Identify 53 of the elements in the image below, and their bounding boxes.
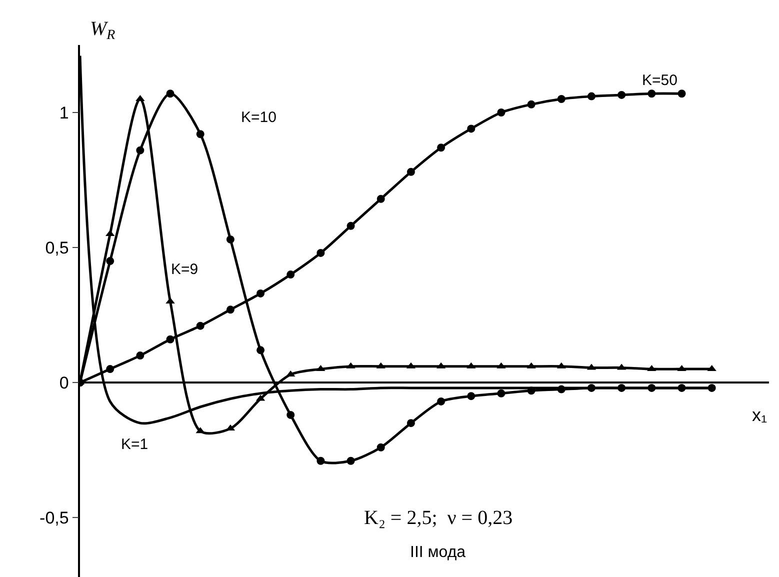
- y-tick-label: 0,5: [45, 238, 69, 258]
- point: [196, 130, 204, 138]
- point: [286, 270, 295, 279]
- point: [527, 100, 536, 108]
- point: [437, 397, 446, 406]
- point: [708, 384, 716, 392]
- point: [497, 389, 506, 398]
- point: [587, 384, 596, 392]
- point: [437, 144, 446, 152]
- y-tick-label: 0: [59, 374, 69, 393]
- point: [226, 306, 234, 314]
- point: [166, 90, 174, 98]
- point: [406, 419, 415, 428]
- point: [136, 146, 144, 154]
- point: [166, 335, 174, 344]
- point: [346, 456, 355, 465]
- point: [467, 392, 476, 400]
- point: [376, 194, 385, 203]
- point: [316, 248, 325, 257]
- series-label: K=50: [642, 72, 678, 89]
- point: [196, 322, 204, 330]
- point: [618, 90, 626, 99]
- point: [376, 443, 385, 452]
- point: [286, 410, 295, 419]
- y-tick-label: 1: [59, 103, 69, 122]
- point: [497, 108, 506, 117]
- point: [346, 222, 355, 230]
- x-axis-title: x₁: [752, 405, 768, 425]
- point: [316, 456, 325, 465]
- annotation: K₂ = 2,5; ν = 0,23: [364, 507, 513, 529]
- point: [106, 257, 114, 266]
- text: K=10: [241, 109, 276, 126]
- point: [256, 346, 265, 354]
- point: [618, 384, 626, 392]
- y-axis-title: W$_{R}$: [90, 18, 116, 44]
- point: [587, 92, 596, 100]
- annotation: III мода: [410, 544, 466, 561]
- y-tick-label: -0,5: [40, 508, 69, 528]
- point: [678, 384, 686, 392]
- point: [678, 90, 686, 98]
- series-label: K=9: [171, 261, 198, 278]
- point: [226, 235, 234, 244]
- series-label: K=1: [121, 436, 148, 453]
- point: [648, 90, 656, 98]
- point: [467, 124, 476, 133]
- point: [557, 95, 566, 104]
- point: [136, 352, 144, 360]
- point: [527, 386, 536, 395]
- point: [648, 384, 656, 392]
- point: [406, 168, 415, 176]
- point: [106, 365, 114, 374]
- point: [557, 385, 566, 394]
- point: [256, 289, 265, 298]
